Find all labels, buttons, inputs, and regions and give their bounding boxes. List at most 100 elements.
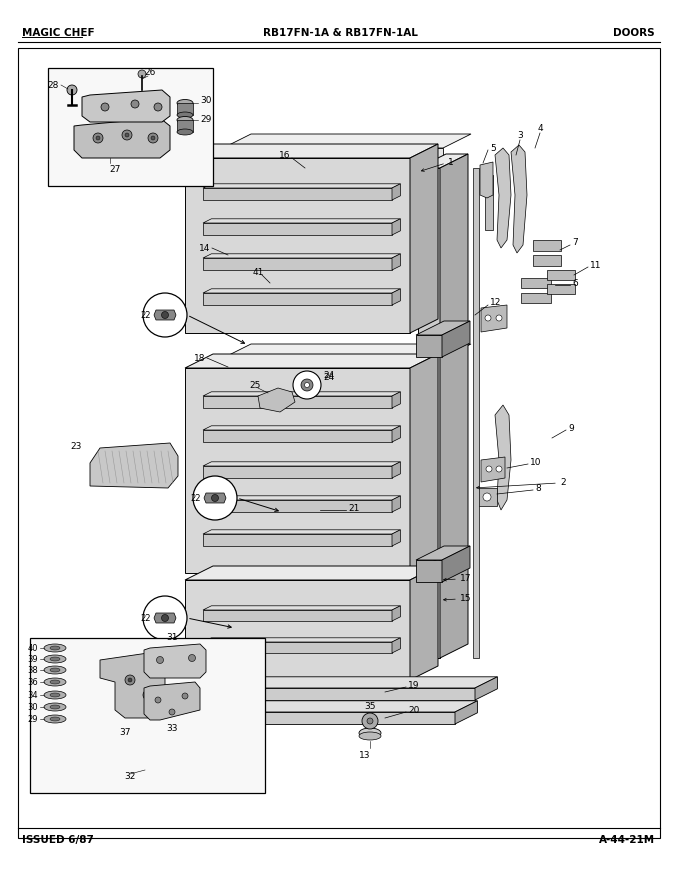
Polygon shape bbox=[203, 396, 392, 408]
Polygon shape bbox=[203, 610, 392, 621]
Ellipse shape bbox=[44, 655, 66, 663]
Bar bbox=[18, 48, 660, 838]
Circle shape bbox=[211, 495, 218, 501]
Circle shape bbox=[131, 100, 139, 108]
Ellipse shape bbox=[177, 117, 193, 124]
Circle shape bbox=[305, 383, 309, 387]
Polygon shape bbox=[392, 606, 401, 621]
Circle shape bbox=[128, 678, 132, 682]
Text: 19: 19 bbox=[408, 681, 420, 690]
Circle shape bbox=[193, 476, 237, 520]
Polygon shape bbox=[90, 443, 178, 488]
Polygon shape bbox=[195, 712, 455, 724]
Polygon shape bbox=[442, 546, 470, 582]
Polygon shape bbox=[185, 354, 438, 368]
Polygon shape bbox=[203, 638, 401, 642]
Circle shape bbox=[162, 312, 169, 319]
Circle shape bbox=[101, 103, 109, 111]
Text: 22: 22 bbox=[141, 613, 151, 622]
Polygon shape bbox=[100, 652, 165, 718]
Polygon shape bbox=[203, 496, 401, 500]
Ellipse shape bbox=[359, 728, 381, 738]
Polygon shape bbox=[392, 496, 401, 512]
Circle shape bbox=[496, 466, 502, 472]
Text: 16: 16 bbox=[279, 150, 291, 159]
Polygon shape bbox=[418, 154, 468, 168]
Ellipse shape bbox=[44, 703, 66, 711]
Text: DOORS: DOORS bbox=[613, 28, 655, 38]
Polygon shape bbox=[185, 368, 410, 573]
Text: 24: 24 bbox=[323, 373, 335, 382]
Polygon shape bbox=[410, 144, 438, 333]
Polygon shape bbox=[495, 148, 511, 248]
Polygon shape bbox=[185, 158, 410, 333]
Circle shape bbox=[143, 293, 187, 337]
Text: 41: 41 bbox=[252, 268, 264, 277]
Polygon shape bbox=[392, 184, 401, 200]
Polygon shape bbox=[392, 288, 401, 305]
Polygon shape bbox=[203, 530, 401, 534]
Polygon shape bbox=[185, 144, 438, 158]
Polygon shape bbox=[440, 154, 468, 658]
Ellipse shape bbox=[50, 646, 60, 650]
Text: 24: 24 bbox=[323, 370, 335, 379]
Circle shape bbox=[362, 713, 378, 729]
Ellipse shape bbox=[177, 129, 193, 135]
Text: 12: 12 bbox=[490, 297, 501, 306]
Text: 35: 35 bbox=[364, 702, 376, 711]
Circle shape bbox=[182, 693, 188, 699]
Text: A-44-21M: A-44-21M bbox=[599, 835, 655, 845]
Bar bbox=[533, 240, 561, 251]
Polygon shape bbox=[258, 388, 295, 412]
Bar bbox=[547, 270, 575, 280]
Circle shape bbox=[143, 690, 153, 700]
Polygon shape bbox=[392, 254, 401, 270]
Circle shape bbox=[486, 466, 492, 472]
Text: 8: 8 bbox=[535, 483, 541, 492]
Polygon shape bbox=[185, 580, 410, 680]
Polygon shape bbox=[455, 700, 477, 724]
Bar bbox=[48, 68, 213, 186]
Text: 11: 11 bbox=[590, 261, 602, 270]
Text: MAGIC CHEF: MAGIC CHEF bbox=[22, 28, 95, 38]
Circle shape bbox=[496, 315, 502, 321]
Text: 18: 18 bbox=[194, 353, 205, 362]
Text: 22: 22 bbox=[141, 311, 151, 320]
Polygon shape bbox=[195, 700, 477, 712]
Text: 20: 20 bbox=[408, 706, 420, 715]
Ellipse shape bbox=[50, 717, 60, 721]
Text: 3: 3 bbox=[517, 131, 523, 140]
Text: 34: 34 bbox=[27, 691, 38, 700]
Bar bbox=[521, 293, 551, 303]
Polygon shape bbox=[480, 162, 493, 198]
Ellipse shape bbox=[50, 680, 60, 684]
Polygon shape bbox=[416, 560, 442, 582]
Circle shape bbox=[367, 718, 373, 724]
Polygon shape bbox=[410, 566, 438, 680]
Polygon shape bbox=[511, 145, 527, 253]
Polygon shape bbox=[416, 546, 470, 560]
Polygon shape bbox=[154, 613, 176, 623]
Polygon shape bbox=[144, 644, 206, 678]
Circle shape bbox=[483, 493, 491, 501]
Text: 27: 27 bbox=[109, 165, 120, 174]
Text: 28: 28 bbox=[48, 80, 59, 90]
Polygon shape bbox=[392, 425, 401, 442]
Text: 31: 31 bbox=[166, 633, 177, 642]
Polygon shape bbox=[203, 425, 401, 430]
Polygon shape bbox=[481, 305, 507, 332]
Polygon shape bbox=[203, 430, 392, 442]
Circle shape bbox=[122, 130, 132, 140]
Circle shape bbox=[162, 614, 169, 621]
Polygon shape bbox=[223, 148, 443, 328]
Circle shape bbox=[143, 596, 187, 640]
Text: 30: 30 bbox=[27, 702, 38, 711]
Polygon shape bbox=[475, 676, 497, 700]
Polygon shape bbox=[195, 676, 497, 688]
Circle shape bbox=[138, 70, 146, 78]
Text: 4: 4 bbox=[537, 124, 543, 133]
Text: 5: 5 bbox=[490, 143, 496, 152]
Circle shape bbox=[169, 709, 175, 715]
Polygon shape bbox=[418, 168, 440, 658]
Text: 10: 10 bbox=[530, 457, 541, 466]
